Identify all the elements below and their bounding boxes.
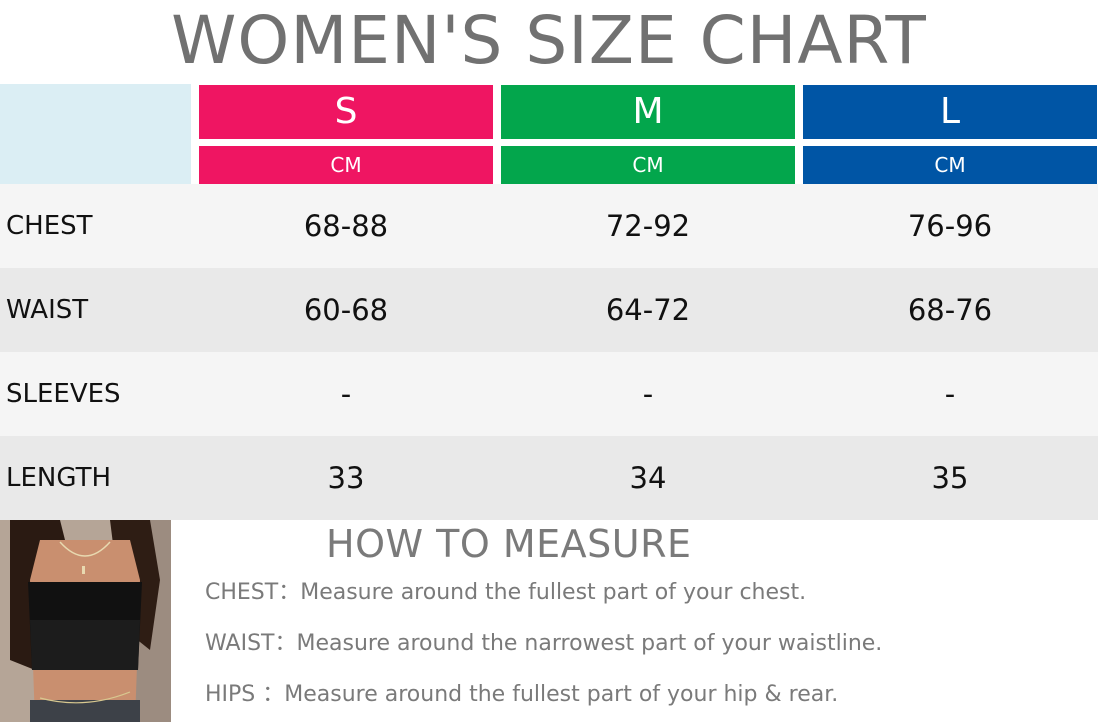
cell-value: 76-96: [907, 209, 993, 243]
cell-value: -: [642, 377, 654, 411]
model-photo: [0, 520, 171, 722]
cell-value: 68-88: [303, 209, 389, 243]
unit-header-m: CM: [501, 146, 795, 184]
measure-chest: CHEST：Measure around the fullest part of…: [205, 580, 807, 605]
page-title: WOMEN'S SIZE CHART: [171, 2, 927, 79]
measure-title: HOW TO MEASURE: [326, 522, 692, 566]
row-label: SLEEVES: [6, 379, 121, 409]
row-label: CHEST: [6, 211, 93, 241]
size-header-s: S: [199, 85, 493, 139]
unit-header-s: CM: [199, 146, 493, 184]
unit-header-l: CM: [803, 146, 1097, 184]
cell-value: 64-72: [605, 293, 691, 327]
cell-value: 60-68: [303, 293, 389, 327]
size-header-m: M: [501, 85, 795, 139]
size-header-l: L: [803, 85, 1097, 139]
cell-value: 34: [629, 461, 667, 495]
cell-value: 35: [931, 461, 969, 495]
table-row-length: LENGTH 33 34 35: [0, 436, 1098, 520]
table-row-waist: WAIST 60-68 64-72 68-76: [0, 268, 1098, 352]
cell-value: -: [944, 377, 956, 411]
measure-waist: WAIST：Measure around the narrowest part …: [205, 631, 883, 656]
cell-value: -: [340, 377, 352, 411]
table-row-sleeves: SLEEVES - - -: [0, 352, 1098, 436]
cell-value: 72-92: [605, 209, 691, 243]
cell-value: 68-76: [907, 293, 993, 327]
table-row-chest: CHEST 68-88 72-92 76-96: [0, 184, 1098, 268]
row-label: WAIST: [6, 295, 89, 325]
cell-value: 33: [327, 461, 365, 495]
measure-hips: HIPS ：Measure around the fullest part of…: [205, 682, 839, 707]
header-blank-cell: [0, 84, 191, 184]
row-label: LENGTH: [6, 463, 112, 493]
